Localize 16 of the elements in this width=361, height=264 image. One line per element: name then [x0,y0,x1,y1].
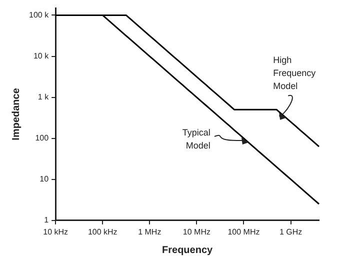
text: High Frequency Model [273,54,316,91]
x-tick-label: 1 GHz [279,227,302,236]
x-tick-label: 10 MHz [182,227,210,236]
x-axis-title: Frequency [162,244,214,256]
x-tick-label: 10 kHz [43,227,68,236]
y-tick-label: 100 k [28,10,50,20]
y-tick-label: 10 [40,174,50,184]
x-tick-label: 100 kHz [88,227,118,236]
y-tick-label: 1 [44,216,50,225]
x-tick-label: 1 MHz [138,227,162,236]
x-tick-label: 100 MHz [228,227,260,236]
y-tick-label: 100 [35,134,50,143]
y-axis-title: Impedance [10,88,22,140]
y-tick-label: 10 k [33,51,50,60]
y-tick-label: 1 k [38,92,50,102]
series-label: Typical Model [182,127,210,150]
